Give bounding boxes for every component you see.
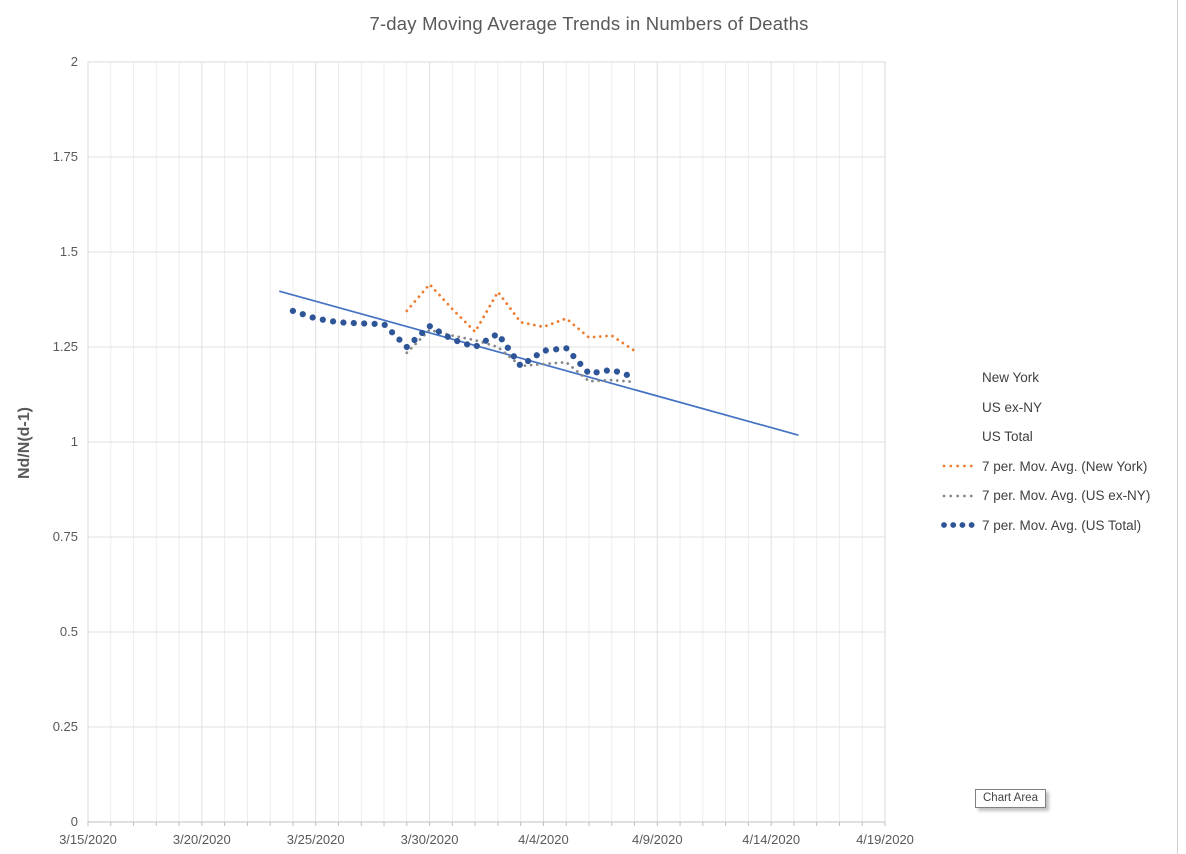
legend-marker-icon — [942, 464, 979, 468]
series-7-per-mov-avg-us-total-[interactable] — [289, 307, 638, 381]
x-tick-label: 3/20/2020 — [172, 832, 231, 847]
legend-item[interactable]: 7 per. Mov. Avg. (US Total) — [941, 511, 1150, 541]
y-tick-label: 2 — [70, 54, 78, 69]
legend-label: 7 per. Mov. Avg. (US Total) — [982, 517, 1142, 533]
chart-area-tooltip: Chart Area — [975, 789, 1046, 808]
x-tick-label: 4/4/2020 — [518, 832, 569, 847]
legend-marker-icon — [941, 432, 979, 442]
legend-label: US ex-NY — [982, 399, 1043, 415]
legend-item[interactable]: US ex-NY — [941, 393, 1150, 423]
legend-item[interactable]: US Total — [941, 422, 1150, 452]
legend-marker-icon — [941, 522, 979, 529]
x-tick-label: 4/9/2020 — [631, 832, 683, 847]
y-tick-label: 0.5 — [59, 624, 78, 639]
legend-label: New York — [982, 370, 1040, 386]
x-tick-label: 4/14/2020 — [742, 832, 801, 847]
legend-marker-icon — [942, 494, 979, 498]
legend-item[interactable]: 7 per. Mov. Avg. (New York) — [941, 452, 1150, 482]
legend-marker-icon — [941, 373, 979, 383]
legend-item[interactable]: New York — [941, 363, 1150, 393]
chart-legend[interactable]: New York US ex-NY US Total 7 per. Mov. Avg.… — [941, 363, 1150, 540]
y-tick-label: 1.75 — [52, 149, 78, 164]
x-tick-label: 3/25/2020 — [286, 832, 345, 847]
y-tick-label: 0.25 — [52, 719, 78, 734]
y-tick-label: 0 — [70, 814, 78, 829]
legend-label: 7 per. Mov. Avg. (US ex-NY) — [982, 488, 1151, 504]
chart-title[interactable]: 7-day Moving Average Trends in Numbers o… — [369, 13, 809, 34]
chart-object-right-border — [1177, 0, 1178, 854]
x-tick-label: 3/15/2020 — [59, 832, 117, 847]
x-tick-label: 4/19/2020 — [856, 832, 914, 847]
legend-label: 7 per. Mov. Avg. (New York) — [982, 458, 1148, 474]
legend-marker-icon — [941, 402, 979, 412]
legend-item[interactable]: 7 per. Mov. Avg. (US ex-NY) — [941, 481, 1150, 511]
legend-label: US Total — [982, 429, 1033, 445]
y-tick-label: 1.5 — [59, 244, 78, 259]
y-tick-label: 1.25 — [52, 339, 78, 354]
y-tick-label: 1 — [70, 434, 78, 449]
x-tick-label: 3/30/2020 — [400, 832, 459, 847]
y-tick-label: 0.75 — [52, 529, 78, 544]
linear-trendline[interactable] — [279, 290, 799, 436]
